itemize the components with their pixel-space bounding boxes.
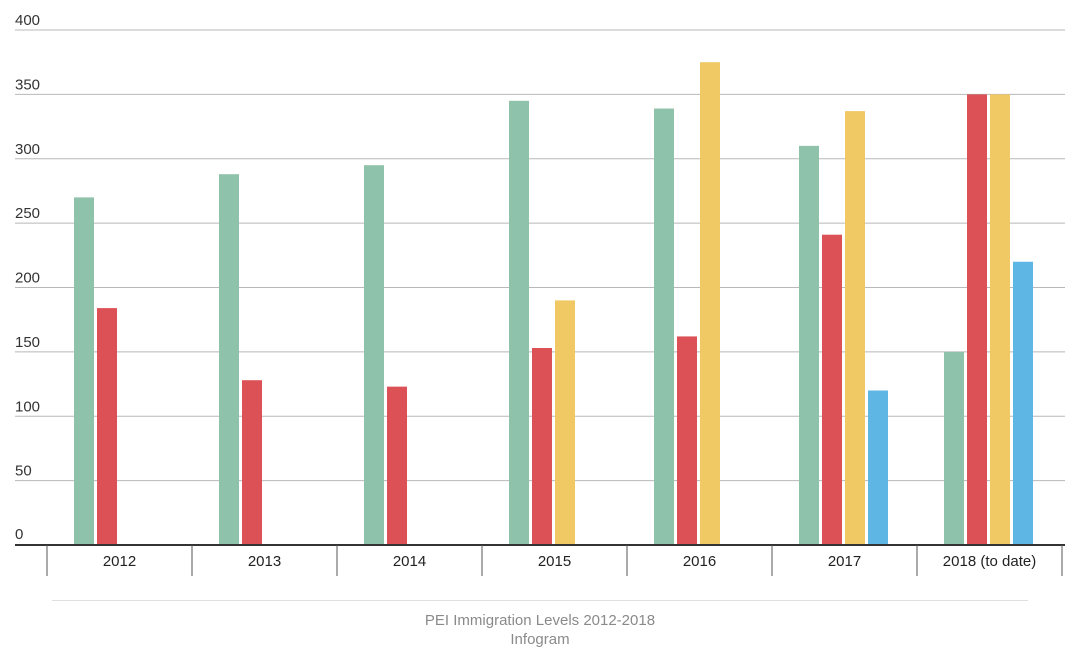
x-tick-label-2012: 2012 xyxy=(103,553,136,570)
x-tick-label-2013: 2013 xyxy=(248,553,281,570)
y-tick-label-400: 400 xyxy=(15,12,40,29)
y-tick-label-350: 350 xyxy=(15,76,40,93)
bar-2013-series-1 xyxy=(219,174,239,545)
bar-2018-to-date--series-2 xyxy=(967,94,987,545)
caption-divider xyxy=(52,600,1028,601)
x-axis: 2012 2013 2014 2015 2016 2017 2018 (to date) xyxy=(15,544,1065,576)
y-tick-label-0: 0 xyxy=(15,526,23,543)
y-tick-label-300: 300 xyxy=(15,141,40,158)
y-tick-label-200: 200 xyxy=(15,270,40,287)
bar-2018-to-date--series-3 xyxy=(990,94,1010,545)
y-axis-ticks: 0 50 100 150 200 250 300 350 400 xyxy=(15,12,40,543)
x-tick-label-2018-to-date-: 2018 (to date) xyxy=(943,553,1036,570)
bar-2017-series-4 xyxy=(868,390,888,545)
bar-2014-series-2 xyxy=(387,386,407,545)
bar-2017-series-1 xyxy=(799,145,819,545)
y-tick-label-150: 150 xyxy=(15,334,40,351)
x-tick-label-2016: 2016 xyxy=(683,553,716,570)
bar-2018-to-date--series-4 xyxy=(1013,261,1033,545)
bar-2015-series-1 xyxy=(509,100,529,545)
bar-2016-series-3 xyxy=(700,62,720,545)
bars xyxy=(74,62,1033,546)
y-tick-label-50: 50 xyxy=(15,463,32,480)
bar-2017-series-3 xyxy=(845,111,865,546)
bar-2012-series-2 xyxy=(97,308,117,545)
y-tick-label-250: 250 xyxy=(15,205,40,222)
bar-2014-series-1 xyxy=(364,165,384,545)
bar-2015-series-3 xyxy=(555,300,575,545)
bar-2013-series-2 xyxy=(242,380,262,545)
chart-caption-title: PEI Immigration Levels 2012-2018 xyxy=(424,612,656,629)
x-tick-label-2014: 2014 xyxy=(393,553,426,570)
x-tick-label-2015: 2015 xyxy=(538,553,571,570)
x-tick-label-2017: 2017 xyxy=(828,553,861,570)
bar-2016-series-1 xyxy=(654,108,674,545)
bar-2017-series-2 xyxy=(822,234,842,545)
chart-caption-source: Infogram xyxy=(510,631,570,648)
bar-2016-series-2 xyxy=(677,336,697,545)
bar-2015-series-2 xyxy=(532,348,552,545)
bar-2018-to-date--series-1 xyxy=(944,351,964,545)
bar-2012-series-1 xyxy=(74,197,94,545)
y-tick-label-100: 100 xyxy=(15,398,40,415)
